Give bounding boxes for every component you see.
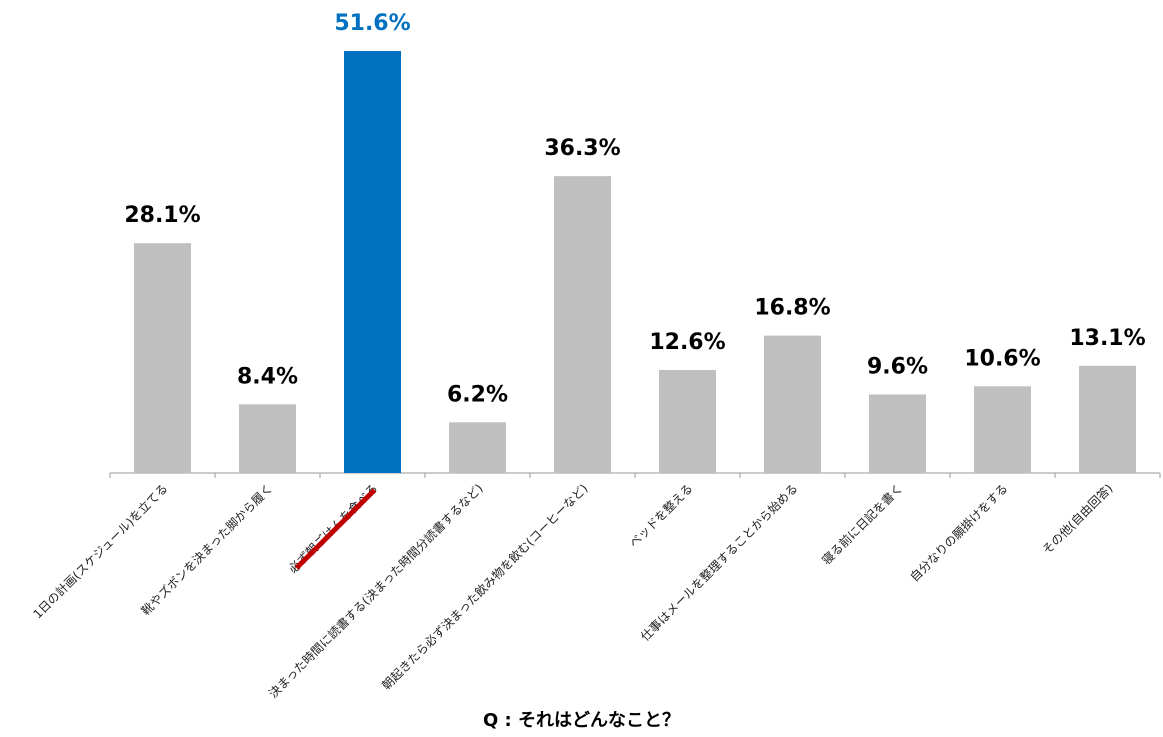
bar [449, 422, 506, 473]
data-label: 13.1% [1069, 326, 1145, 351]
bar [1079, 365, 1136, 473]
question-caption: Q : それはどんなこと？ [482, 710, 681, 731]
data-label: 28.1% [124, 203, 200, 228]
data-label: 12.6% [649, 330, 725, 355]
value-labels: 28.1% 8.4% 51.6% 6.2% 36.3% 12.6% 16.8% 9.6% 10.… [124, 11, 1145, 407]
category-label: 自分なりの願掛けをする [907, 481, 1011, 585]
bar [239, 404, 296, 473]
bar [134, 243, 191, 473]
bar [869, 394, 926, 473]
data-label: 10.6% [964, 346, 1040, 371]
category-label: 決まった時間に読書する(決まった時間分読書するなど) [265, 481, 485, 700]
bars [134, 51, 1136, 473]
data-label: 6.2% [447, 382, 508, 407]
bar [659, 369, 716, 473]
bar [344, 51, 401, 473]
category-label: 寝る前に日記を書く [819, 481, 906, 568]
data-label: 9.6% [867, 354, 928, 379]
category-labels: 1日の計画(スケジュール)を立てる靴やズボンを決まった脚から履く必ず朝ごはんを食… [30, 481, 1116, 700]
bar [554, 176, 611, 473]
x-axis-ticks [109, 473, 1161, 478]
data-label: 51.6% [334, 11, 410, 36]
bar [974, 386, 1031, 473]
data-label: 36.3% [544, 136, 620, 161]
category-label: その他(自由回答) [1039, 481, 1116, 558]
bar-chart: 28.1% 8.4% 51.6% 6.2% 36.3% 12.6% 16.8% 9.6% 10.… [30, 11, 1161, 700]
category-label: ベッドを整える [626, 481, 696, 551]
category-label: 朝起きたら必ず決まった飲み物を飲む(コーヒーなど) [379, 481, 591, 693]
data-label: 16.8% [754, 296, 830, 321]
data-label: 8.4% [237, 364, 298, 389]
bar [764, 335, 821, 473]
highlight-underline [294, 488, 377, 570]
